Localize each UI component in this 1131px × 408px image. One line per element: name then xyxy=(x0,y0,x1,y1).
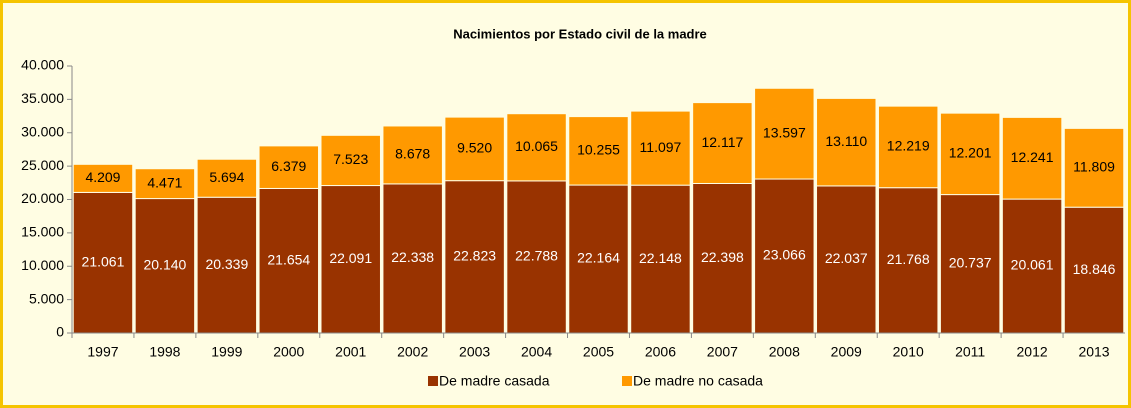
x-tick-label: 2001 xyxy=(335,344,366,360)
value-label: 20.339 xyxy=(205,256,248,272)
value-label: 11.809 xyxy=(1073,158,1115,174)
value-label: 20.061 xyxy=(1011,257,1054,273)
x-tick-label: 2011 xyxy=(955,344,985,360)
bar-segment xyxy=(877,187,939,334)
legend-swatch xyxy=(622,376,632,386)
value-label: 22.823 xyxy=(453,248,496,264)
x-tick-label: 1997 xyxy=(87,344,118,360)
bar-segment xyxy=(1001,198,1063,334)
bar-segment xyxy=(258,187,320,334)
x-tick-label: 2009 xyxy=(831,344,862,360)
value-label: 20.140 xyxy=(143,256,186,272)
value-label: 22.148 xyxy=(639,250,682,266)
value-label: 4.209 xyxy=(85,169,120,185)
bar-segment xyxy=(196,158,258,198)
y-tick-label: 20.000 xyxy=(21,190,64,206)
y-tick-label: 40.000 xyxy=(21,57,64,73)
bar-segment xyxy=(1001,116,1063,200)
bar-segment xyxy=(258,145,320,189)
y-tick-label: 0 xyxy=(56,324,64,340)
value-label: 5.694 xyxy=(209,169,244,185)
x-tick-label: 2006 xyxy=(645,344,676,360)
y-tick-label: 30.000 xyxy=(21,123,64,139)
bar-segment xyxy=(816,185,877,334)
value-label: 22.398 xyxy=(701,249,744,265)
bar-segment xyxy=(692,102,753,184)
x-tick-label: 2012 xyxy=(1017,344,1048,360)
bar-segment xyxy=(939,194,1001,334)
bar-segment xyxy=(382,183,443,334)
value-label: 8.678 xyxy=(395,146,430,162)
bar-segment xyxy=(630,110,691,186)
value-label: 6.379 xyxy=(271,158,306,174)
legend-label: De madre casada xyxy=(439,373,550,389)
value-label: 9.520 xyxy=(457,140,492,156)
value-label: 22.788 xyxy=(515,248,558,264)
value-label: 22.091 xyxy=(329,250,372,266)
value-label: 20.737 xyxy=(949,254,992,270)
value-label: 12.201 xyxy=(949,145,992,161)
value-label: 13.110 xyxy=(825,133,867,149)
y-tick-label: 35.000 xyxy=(21,90,64,106)
bar-segment xyxy=(134,168,196,200)
x-tick-label: 2007 xyxy=(707,344,738,360)
bar-segment xyxy=(506,113,567,182)
bar-segment xyxy=(568,116,629,186)
value-label: 18.846 xyxy=(1073,261,1116,277)
bar-segment xyxy=(444,180,505,334)
x-tick-label: 2008 xyxy=(769,344,800,360)
x-tick-label: 2010 xyxy=(893,344,924,360)
bar-segment xyxy=(444,116,505,182)
value-label: 23.066 xyxy=(763,247,806,263)
chart-title: Nacimientos por Estado civil de la madre xyxy=(453,26,707,41)
value-label: 21.768 xyxy=(887,251,930,267)
x-tick-label: 2005 xyxy=(583,344,614,360)
value-label: 12.241 xyxy=(1011,149,1054,165)
x-tick-label: 2004 xyxy=(521,344,552,360)
value-label: 4.471 xyxy=(147,174,182,190)
value-label: 22.037 xyxy=(825,250,868,266)
y-tick-label: 25.000 xyxy=(21,157,64,173)
value-label: 22.164 xyxy=(577,250,620,266)
bar-segment xyxy=(877,105,939,189)
value-label: 12.117 xyxy=(701,134,743,150)
y-tick-label: 10.000 xyxy=(21,257,64,273)
y-tick-label: 5.000 xyxy=(29,290,64,306)
value-label: 22.338 xyxy=(391,249,434,265)
bar-segment xyxy=(754,87,815,180)
value-label: 10.255 xyxy=(577,142,620,158)
bar-segment xyxy=(692,182,753,334)
x-tick-label: 2013 xyxy=(1078,344,1109,360)
bar-segment xyxy=(320,185,381,334)
value-label: 7.523 xyxy=(333,151,368,167)
bar-segment xyxy=(72,163,134,193)
x-tick-label: 1998 xyxy=(149,344,180,360)
bar-segment xyxy=(816,97,877,187)
value-label: 12.219 xyxy=(887,138,930,154)
value-label: 11.097 xyxy=(640,139,682,155)
x-tick-label: 2003 xyxy=(459,344,490,360)
bar-segment xyxy=(939,112,1001,196)
x-tick-label: 2000 xyxy=(273,344,304,360)
bar-segment xyxy=(134,198,196,334)
bar-segment xyxy=(1063,206,1125,334)
bar-segment xyxy=(320,134,381,187)
bar-segment xyxy=(506,180,567,334)
value-label: 13.597 xyxy=(763,124,806,140)
bar-segment xyxy=(1063,127,1125,208)
x-tick-label: 1999 xyxy=(211,344,242,360)
x-tick-label: 2002 xyxy=(397,344,428,360)
bar-segment xyxy=(382,125,443,185)
legend-label: De madre no casada xyxy=(633,373,763,389)
value-label: 10.065 xyxy=(515,138,558,154)
value-label: 21.654 xyxy=(267,251,310,267)
legend-swatch xyxy=(428,376,438,386)
y-tick-label: 15.000 xyxy=(21,224,64,240)
value-label: 21.061 xyxy=(82,253,125,269)
